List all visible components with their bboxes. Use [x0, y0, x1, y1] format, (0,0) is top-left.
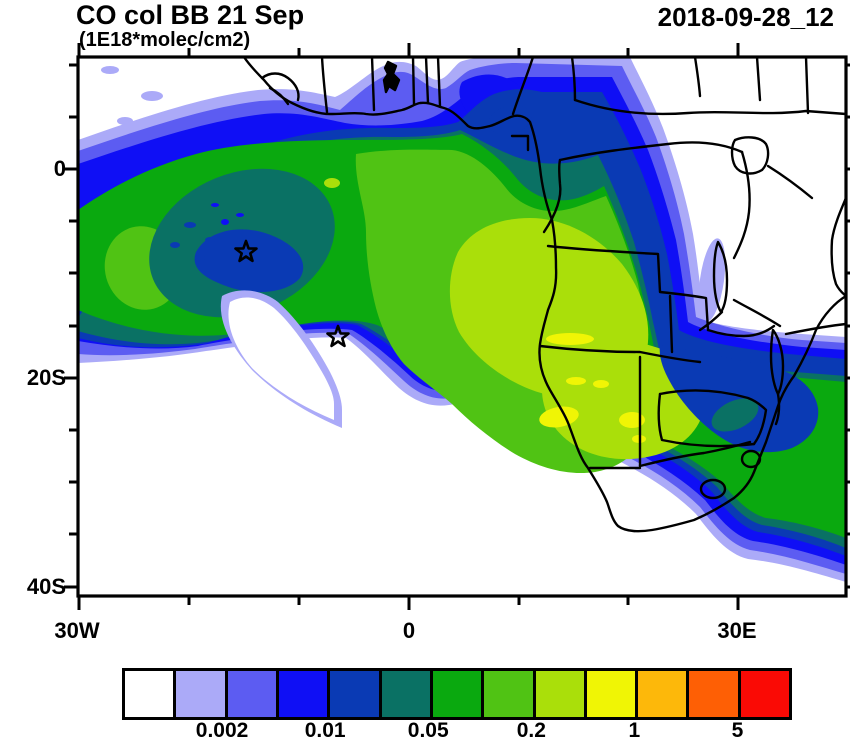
colorbar-cell-5: [381, 671, 433, 717]
yellow-spot: [546, 333, 594, 345]
star-marker-south: [326, 324, 350, 348]
colorbar-cell-3: [278, 671, 331, 717]
contour-map-canvas: [64, 43, 850, 610]
page-title: CO col BB 21 Sep: [76, 0, 305, 30]
colorbar-cell-9: [586, 671, 639, 717]
colorbar-label-0.05: 0.05: [407, 719, 449, 742]
colorbar-cell-10: [638, 671, 690, 717]
border-liberia-civ: [320, 57, 329, 114]
lake-volta: [382, 60, 401, 94]
units-subtitle: (1E18*molec/cm2): [79, 29, 251, 51]
eddy-speckle: [170, 242, 180, 248]
colorbar-label-0.01: 0.01: [304, 719, 346, 742]
y-axis-label-40s: 40S: [26, 574, 66, 599]
colorbar-cell-1: [176, 671, 228, 717]
border-civ-ghana: [370, 57, 376, 112]
border-lesotho: [699, 478, 727, 500]
yellow-spot: [619, 412, 645, 428]
eddy-speckle: [195, 255, 205, 261]
colorbar-label-0.2: 0.2: [516, 719, 546, 742]
lavender-speckle: [101, 66, 119, 74]
border-benin-nigeria: [436, 57, 442, 108]
lake-malawi: [769, 328, 785, 396]
wedge-white-core: [228, 297, 334, 420]
border-angola-namibia: [538, 344, 702, 364]
border-angola-drc: [546, 244, 710, 332]
lake-victoria: [730, 136, 770, 175]
border-angola-east: [668, 294, 674, 354]
africa-coastline: [242, 57, 846, 533]
border-drc-zambia: [698, 310, 724, 332]
source-markers: [234, 239, 350, 348]
lavender-speckle: [141, 91, 163, 101]
colorbar-label-1: 1: [628, 719, 641, 742]
colorbar-cell-11: [689, 671, 741, 717]
border-zimbabwe-west: [657, 392, 756, 448]
colorbar-label-5: 5: [731, 719, 744, 742]
y-axis-label-20s: 20S: [26, 365, 66, 390]
yellow-spot: [593, 380, 609, 388]
ygreen-spot: [324, 178, 340, 188]
colorbar-cell-8: [535, 671, 587, 717]
border-tanzania-south: [732, 298, 782, 328]
filled-contour-layers: [78, 57, 846, 596]
coastline-and-borders: [242, 57, 846, 533]
x-axis-label-30w: 30W: [54, 618, 100, 643]
border-guinea-wiggle: [260, 72, 300, 102]
border-car-south: [573, 98, 846, 116]
navy-mass-zambezi: [659, 345, 819, 453]
yellow-spot: [566, 377, 586, 385]
colorbar: [122, 668, 792, 720]
contour-fill-0p2-botswana: [541, 339, 705, 460]
border-kenya-tanzania: [766, 164, 814, 200]
y-axis-label-0: 0: [53, 156, 66, 181]
border-vertical-ne2: [755, 57, 762, 102]
star-marker-west: [234, 239, 258, 263]
colorbar-cell-7: [484, 671, 536, 717]
eddy-navy-core: [194, 229, 304, 293]
border-vertical-ne3: [804, 57, 810, 115]
teal-patch-mozambique: [711, 398, 759, 432]
x-axis-label-0: 0: [402, 618, 416, 643]
valid-datetime: 2018-09-28_12: [657, 2, 834, 32]
colorbar-label-0.002: 0.002: [195, 719, 249, 742]
border-nigeria-cameroon: [511, 57, 535, 116]
border-ruvuma: [784, 322, 846, 336]
lavender-speckle: [117, 117, 133, 125]
border-congo-river: [542, 158, 562, 234]
border-zambia-south: [706, 324, 776, 338]
border-equatorial-guinea: [510, 134, 530, 152]
border-drc-north: [558, 141, 744, 162]
eddy-speckle: [211, 203, 219, 207]
eddy-speckle: [221, 219, 229, 225]
border-drc-east: [732, 150, 751, 260]
border-vertical-ne1: [693, 57, 702, 98]
border-sierra-leone: [268, 86, 290, 106]
eddy-speckle: [205, 237, 215, 243]
border-malawi-shire: [774, 392, 781, 426]
colorbar-cell-12: [740, 671, 790, 717]
border-swaziland: [740, 449, 762, 469]
border-zambezi-zimbabwe: [658, 389, 768, 446]
navy-patch-cameroon: [488, 105, 532, 135]
border-togo-benin: [424, 57, 430, 105]
border-cameroon-car: [570, 57, 577, 102]
eddy-speckle: [184, 222, 196, 228]
lake-tanganyika: [712, 240, 729, 314]
colorbar-cell-2: [227, 671, 279, 717]
colorbar-cell-4: [330, 671, 382, 717]
plot-frame: [76, 55, 848, 598]
colorbar-cell-0: [125, 671, 177, 717]
east-coast-kenya: [830, 196, 846, 298]
border-ghana-togo: [411, 57, 416, 106]
x-axis-label-30e: 30E: [717, 618, 757, 643]
eddy-speckle: [236, 213, 244, 217]
colorbar-cell-6: [432, 671, 485, 717]
